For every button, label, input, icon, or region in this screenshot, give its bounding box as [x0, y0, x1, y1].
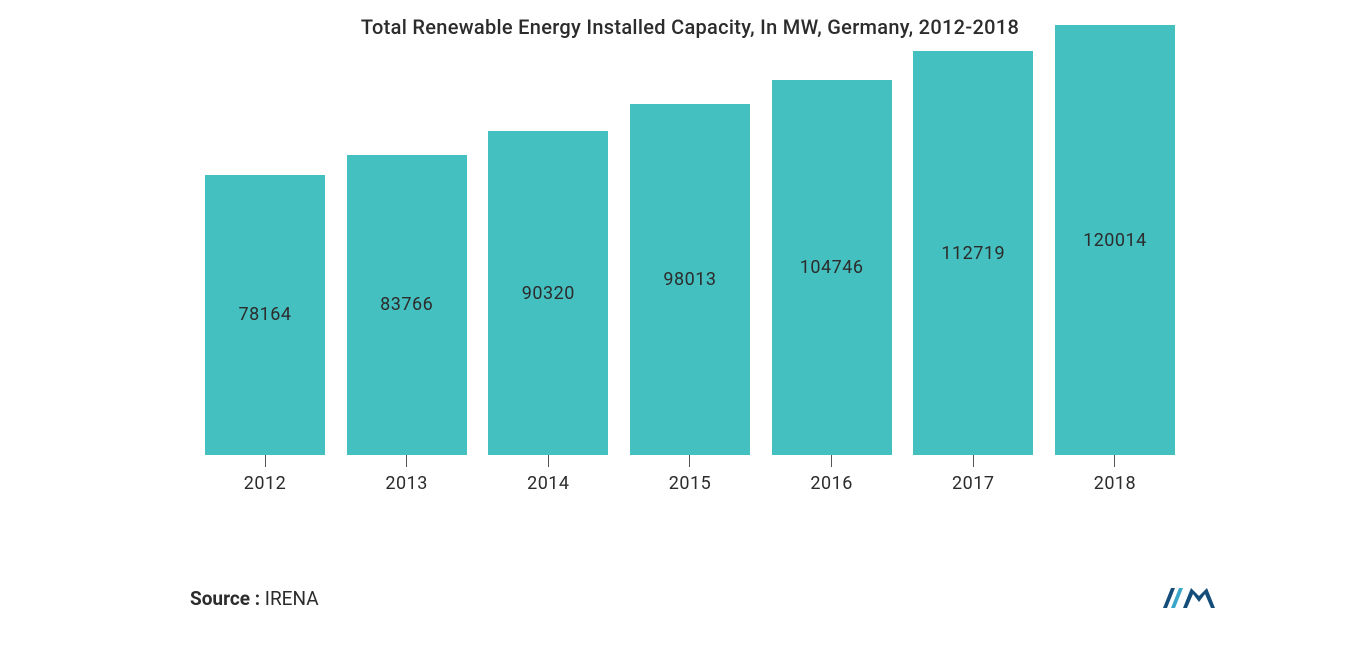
bar: 83766 [347, 155, 467, 455]
axis-tick [1114, 455, 1115, 467]
bar-group: 120014 2018 [1050, 25, 1180, 494]
axis-tick [973, 455, 974, 467]
axis-tick [548, 455, 549, 467]
bars-area: 78164 2012 83766 2013 90320 2014 98013 2015 1047… [190, 64, 1190, 494]
bar-group: 83766 2013 [342, 155, 472, 494]
bar-group: 104746 2016 [767, 80, 897, 494]
axis-tick [689, 455, 690, 467]
bar-category-label: 2014 [527, 473, 569, 494]
bar-group: 90320 2014 [483, 131, 613, 494]
axis-tick [265, 455, 266, 467]
chart-title: Total Renewable Energy Installed Capacit… [190, 15, 1190, 39]
source-label: Source : [190, 587, 260, 610]
bar: 90320 [488, 131, 608, 455]
bar-value-label: 90320 [522, 283, 575, 304]
bar-category-label: 2012 [244, 473, 286, 494]
bar-group: 98013 2015 [625, 104, 755, 494]
bar-category-label: 2018 [1094, 473, 1136, 494]
source-citation: Source : IRENA [190, 587, 319, 610]
bar-group: 112719 2017 [908, 51, 1038, 494]
bar: 78164 [205, 175, 325, 455]
source-text: IRENA [260, 587, 319, 610]
bar-value-label: 120014 [1083, 230, 1147, 251]
axis-tick [406, 455, 407, 467]
bar-category-label: 2015 [669, 473, 711, 494]
bar-group: 78164 2012 [200, 175, 330, 494]
bar-value-label: 78164 [238, 304, 291, 325]
bar-value-label: 98013 [663, 269, 716, 290]
bar-category-label: 2017 [952, 473, 994, 494]
mordor-logo-icon [1161, 580, 1216, 615]
bar: 98013 [630, 104, 750, 455]
bar: 104746 [772, 80, 892, 455]
chart-container: Total Renewable Energy Installed Capacit… [190, 15, 1190, 515]
axis-tick [831, 455, 832, 467]
bar-category-label: 2013 [385, 473, 427, 494]
bar-value-label: 83766 [380, 294, 433, 315]
bar-category-label: 2016 [810, 473, 852, 494]
bar: 112719 [913, 51, 1033, 455]
bar: 120014 [1055, 25, 1175, 455]
bar-value-label: 104746 [800, 257, 864, 278]
bar-value-label: 112719 [941, 243, 1005, 264]
